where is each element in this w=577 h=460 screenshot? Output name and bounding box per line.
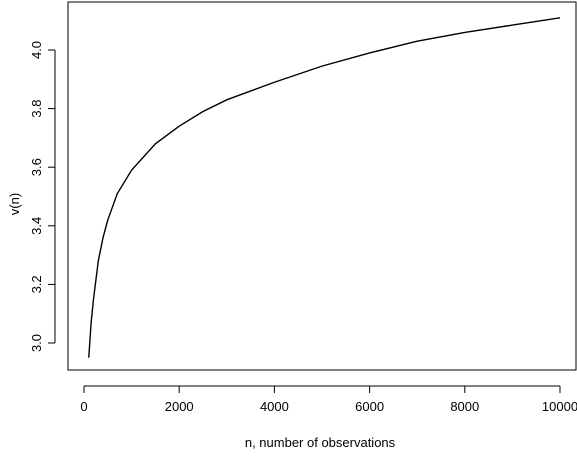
y-axis-title: v(n) [7, 193, 22, 215]
plot-frame [67, 1, 577, 371]
plot-border [67, 1, 577, 371]
y-tick-label: 3.8 [29, 100, 44, 118]
y-tick-label: 3.4 [29, 217, 44, 235]
x-tick-label: 6000 [355, 399, 384, 414]
y-tick-label: 3.2 [29, 275, 44, 293]
series-line [88, 17, 561, 358]
y-tick-label: 3.6 [29, 158, 44, 176]
x-tick-label: 10000 [542, 399, 577, 414]
x-axis: 0 2000 4000 6000 8000 10000 [80, 385, 577, 414]
x-tick-label: 8000 [450, 399, 479, 414]
y-tick-label: 3.0 [29, 334, 44, 352]
y-tick-label: 4.0 [29, 41, 44, 59]
x-tick-label: 0 [80, 399, 87, 414]
x-axis-title: n, number of observations [245, 435, 396, 450]
y-axis: 3.0 3.2 3.4 3.6 3.8 4.0 [29, 41, 56, 352]
x-tick-label: 4000 [260, 399, 289, 414]
x-tick-label: 2000 [165, 399, 194, 414]
